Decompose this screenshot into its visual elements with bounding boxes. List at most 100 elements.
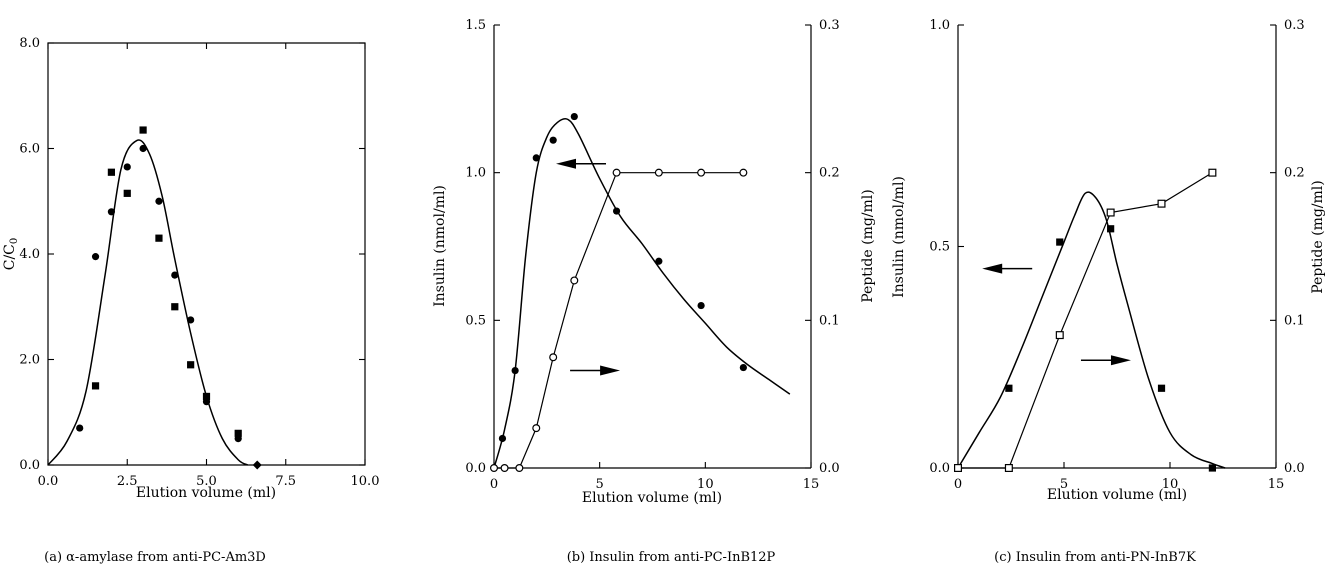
panel-a-point (123, 163, 131, 171)
panel-c-y2tick-label: 0.0 (1284, 461, 1305, 476)
panel-c-xtick-label: 15 (1268, 477, 1285, 492)
panel-a-xtick-label: 5.0 (196, 474, 217, 489)
panel-a-point (171, 303, 179, 311)
panel-a-point (171, 271, 179, 279)
panel-b-fit-curve (493, 117, 791, 469)
panel-c-arrows (982, 263, 1131, 366)
panel-c-fit-curve (957, 191, 1226, 469)
panel-a-point (187, 361, 195, 369)
panel-c-caption: (c) Insulin from anti-PN-InB7K (994, 550, 1196, 565)
panel-b-y2-label: Peptide (mg/ml) (860, 189, 876, 302)
panel-c-point (1107, 225, 1115, 233)
panel-a-point (91, 382, 100, 390)
panel-b-y2tick-label: 0.2 (819, 166, 840, 181)
panel-c-axes (957, 25, 1277, 469)
panel-b-arrow-right-head (600, 365, 621, 376)
panel-c-arrow-left (982, 263, 1033, 274)
panel-b-point (549, 353, 558, 362)
panel-b-xtick-label: 15 (803, 477, 820, 492)
panel-a-curves (47, 139, 249, 466)
panel-c-ytick-label: 0.0 (929, 461, 950, 476)
panel-b-ytick-label: 1.5 (465, 18, 486, 33)
panel-b-point (511, 366, 519, 375)
panel-b-markers (490, 112, 748, 473)
panel-c-markers (953, 168, 1217, 473)
panel-b-point (490, 464, 499, 473)
panel-a-point (234, 429, 242, 437)
panel-c-x-label: Elution volume (ml) (1047, 487, 1187, 503)
panel-b-y2tick-label: 0.0 (819, 461, 840, 476)
panel-b-y2tick-label: 0.1 (819, 313, 840, 328)
panel-b-arrow-left (556, 158, 607, 169)
panel-c-xtick-label: 10 (1162, 477, 1179, 492)
panel-c-y2tick-label: 0.1 (1284, 313, 1305, 328)
panel-a-x-label: Elution volume (ml) (136, 485, 276, 501)
panel-b-xtick-label: 10 (697, 477, 714, 492)
panel-b-curves (493, 117, 791, 469)
panel-c-y2-label: Peptide (mg/ml) (1310, 180, 1326, 293)
panel-c-point (1208, 464, 1216, 472)
panel-b-arrows (556, 158, 621, 376)
panel-c-ticks: 0 5 10 150.00.51.00.00.10.20.3 (929, 18, 1304, 492)
panel-b-point (697, 168, 706, 177)
panel-a-xtick-label: 2.5 (117, 474, 138, 489)
panel-a-point (91, 253, 100, 261)
panel-c: 0 5 10 150.00.51.00.00.10.20.3 Elution volu… (891, 18, 1326, 565)
panel-a-point (139, 144, 147, 153)
panel-a-fit-curve (47, 139, 249, 466)
panel-b-arrow-left-head (556, 158, 577, 169)
panel-a-xtick-label: 0.0 (38, 474, 59, 489)
panel-c-arrow-right (1080, 355, 1131, 366)
panel-c-peptide-line (958, 172, 1213, 469)
panel-b-point (570, 112, 578, 121)
panel-c-point (1056, 238, 1064, 246)
panel-b-point (570, 276, 579, 285)
panel-b-point (739, 168, 748, 177)
panel-c-arrow-right-head (1110, 355, 1131, 366)
panel-c-y-label: Insulin (nmol/ml) (891, 176, 907, 298)
panel-a-point (139, 126, 147, 134)
panel-b-point (498, 434, 507, 443)
panel-b-point (697, 301, 705, 310)
panel-c-point (1157, 384, 1166, 392)
panel-c-point (1208, 168, 1217, 177)
panel-a-ticks: 0.0 2.5 5.0 7.5 10.0 0.0 2.0 4.0 6.0 8.0 (19, 36, 379, 489)
panel-b-point (655, 257, 663, 265)
panel-b-point (612, 168, 621, 177)
panel-b: 0 5 10 150.00.51.01.50.00.10.20.3 Elution v… (432, 18, 876, 565)
panel-b-point (532, 154, 540, 162)
panel-b-point (532, 424, 541, 433)
panel-a-point (155, 197, 163, 205)
panel-a-point (252, 460, 262, 470)
panel-c-ytick-label: 1.0 (929, 18, 950, 33)
panel-a-point (107, 208, 115, 216)
panel-a-y-label: C/C0 (2, 238, 20, 271)
panel-a-caption: (a) α-amylase from anti-PC-Am3D (44, 550, 266, 565)
panel-a-ytick-label: 2.0 (19, 353, 40, 368)
panel-c-point (1055, 331, 1064, 340)
panel-b-point (739, 363, 747, 372)
panel-c-curves (957, 172, 1226, 469)
panel-b-point (654, 168, 663, 177)
panel-b-arrow-right (570, 365, 621, 376)
panel-a-ytick-label: 8.0 (19, 36, 40, 51)
panel-c-arrow-left-head (982, 263, 1003, 274)
panel-c-xtick-label: 0 (954, 477, 962, 492)
panel-a-xtick-label: 7.5 (275, 474, 296, 489)
panel-b-y2tick-label: 0.3 (819, 18, 840, 33)
panel-a-ytick-label: 4.0 (19, 247, 40, 262)
panel-a-point (155, 234, 163, 242)
panel-b-xtick-label: 5 (596, 477, 604, 492)
panel-c-point (953, 464, 962, 473)
panel-a-ytick-label: 6.0 (19, 142, 40, 157)
panel-a-ytick-label: 0.0 (19, 458, 40, 473)
panel-c-y2tick-label: 0.2 (1284, 166, 1305, 181)
panel-b-ytick-label: 0.5 (465, 313, 486, 328)
panel-b-y-label: Insulin (nmol/ml) (432, 185, 448, 307)
panel-a-point (123, 189, 131, 197)
panel-a-point (187, 316, 195, 324)
panel-b-point (549, 136, 557, 144)
panel-b-x-label: Elution volume (ml) (582, 490, 722, 506)
panel-c-point (1005, 384, 1013, 392)
